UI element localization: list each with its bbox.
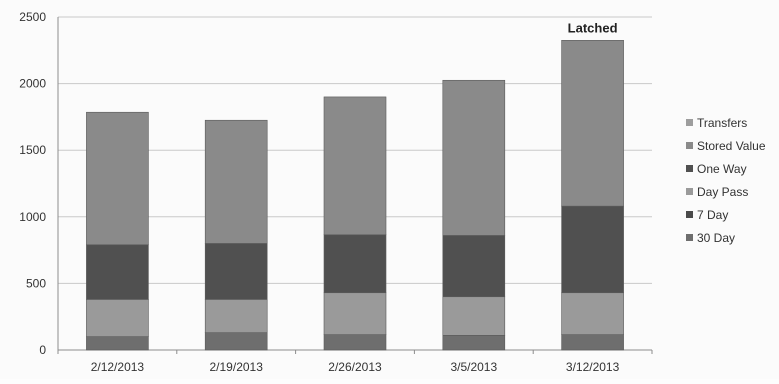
y-tick-label: 2500 [19, 10, 46, 24]
bar-segment [442, 235, 506, 298]
bar-segment [204, 243, 268, 300]
bar-segment [204, 332, 268, 351]
x-tick-label: 2/19/2013 [210, 360, 264, 374]
legend-label: 30 Day [697, 231, 735, 245]
y-tick-label: 1000 [19, 210, 46, 224]
legend-label: Day Pass [697, 185, 748, 199]
axes: 0 500 1000 1500 2000 2500 2/12/2013 2/19/2013 2/… [19, 10, 653, 374]
legend-label: 7 Day [697, 208, 728, 222]
legend: Transfers Stored Value One Way Day Pass 7 Da… [686, 116, 766, 245]
x-tick-label: 3/12/2013 [566, 360, 620, 374]
legend-label: Transfers [697, 116, 747, 130]
bar-segment [561, 292, 624, 335]
bar-segment [561, 334, 624, 351]
legend-label: Stored Value [697, 139, 766, 153]
legend-swatch [686, 119, 693, 126]
legend-label: One Way [697, 162, 747, 176]
legend-swatch [686, 234, 693, 241]
bar-segment [86, 244, 149, 300]
bar-segment [442, 296, 506, 336]
bar-segment [442, 335, 506, 351]
bar-segment [323, 292, 387, 335]
y-tick-label: 2000 [19, 77, 46, 91]
bars [86, 40, 624, 351]
bar-segment [561, 40, 624, 207]
legend-swatch [686, 188, 693, 195]
bar-segment [204, 119, 268, 244]
bar-segment [561, 205, 624, 294]
annotation-label: Latched [568, 20, 618, 35]
legend-swatch [686, 142, 693, 149]
bar-segment [323, 234, 387, 294]
y-tick-label: 1500 [19, 143, 46, 157]
bar-segment [86, 299, 149, 337]
bar-segment [86, 111, 149, 246]
y-tick-label: 0 [39, 343, 46, 357]
bar-segment [204, 299, 268, 333]
bar-segment [86, 336, 149, 351]
legend-swatch [686, 211, 693, 218]
x-tick-label: 3/5/2013 [450, 360, 497, 374]
bar-segment [323, 334, 387, 351]
y-tick-label: 500 [26, 276, 46, 290]
bar-segment [442, 79, 506, 236]
x-tick-label: 2/12/2013 [91, 360, 145, 374]
labels: Latched [568, 20, 618, 35]
bar-segment [323, 96, 387, 236]
x-tick-label: 2/26/2013 [328, 360, 382, 374]
legend-swatch [686, 165, 693, 172]
